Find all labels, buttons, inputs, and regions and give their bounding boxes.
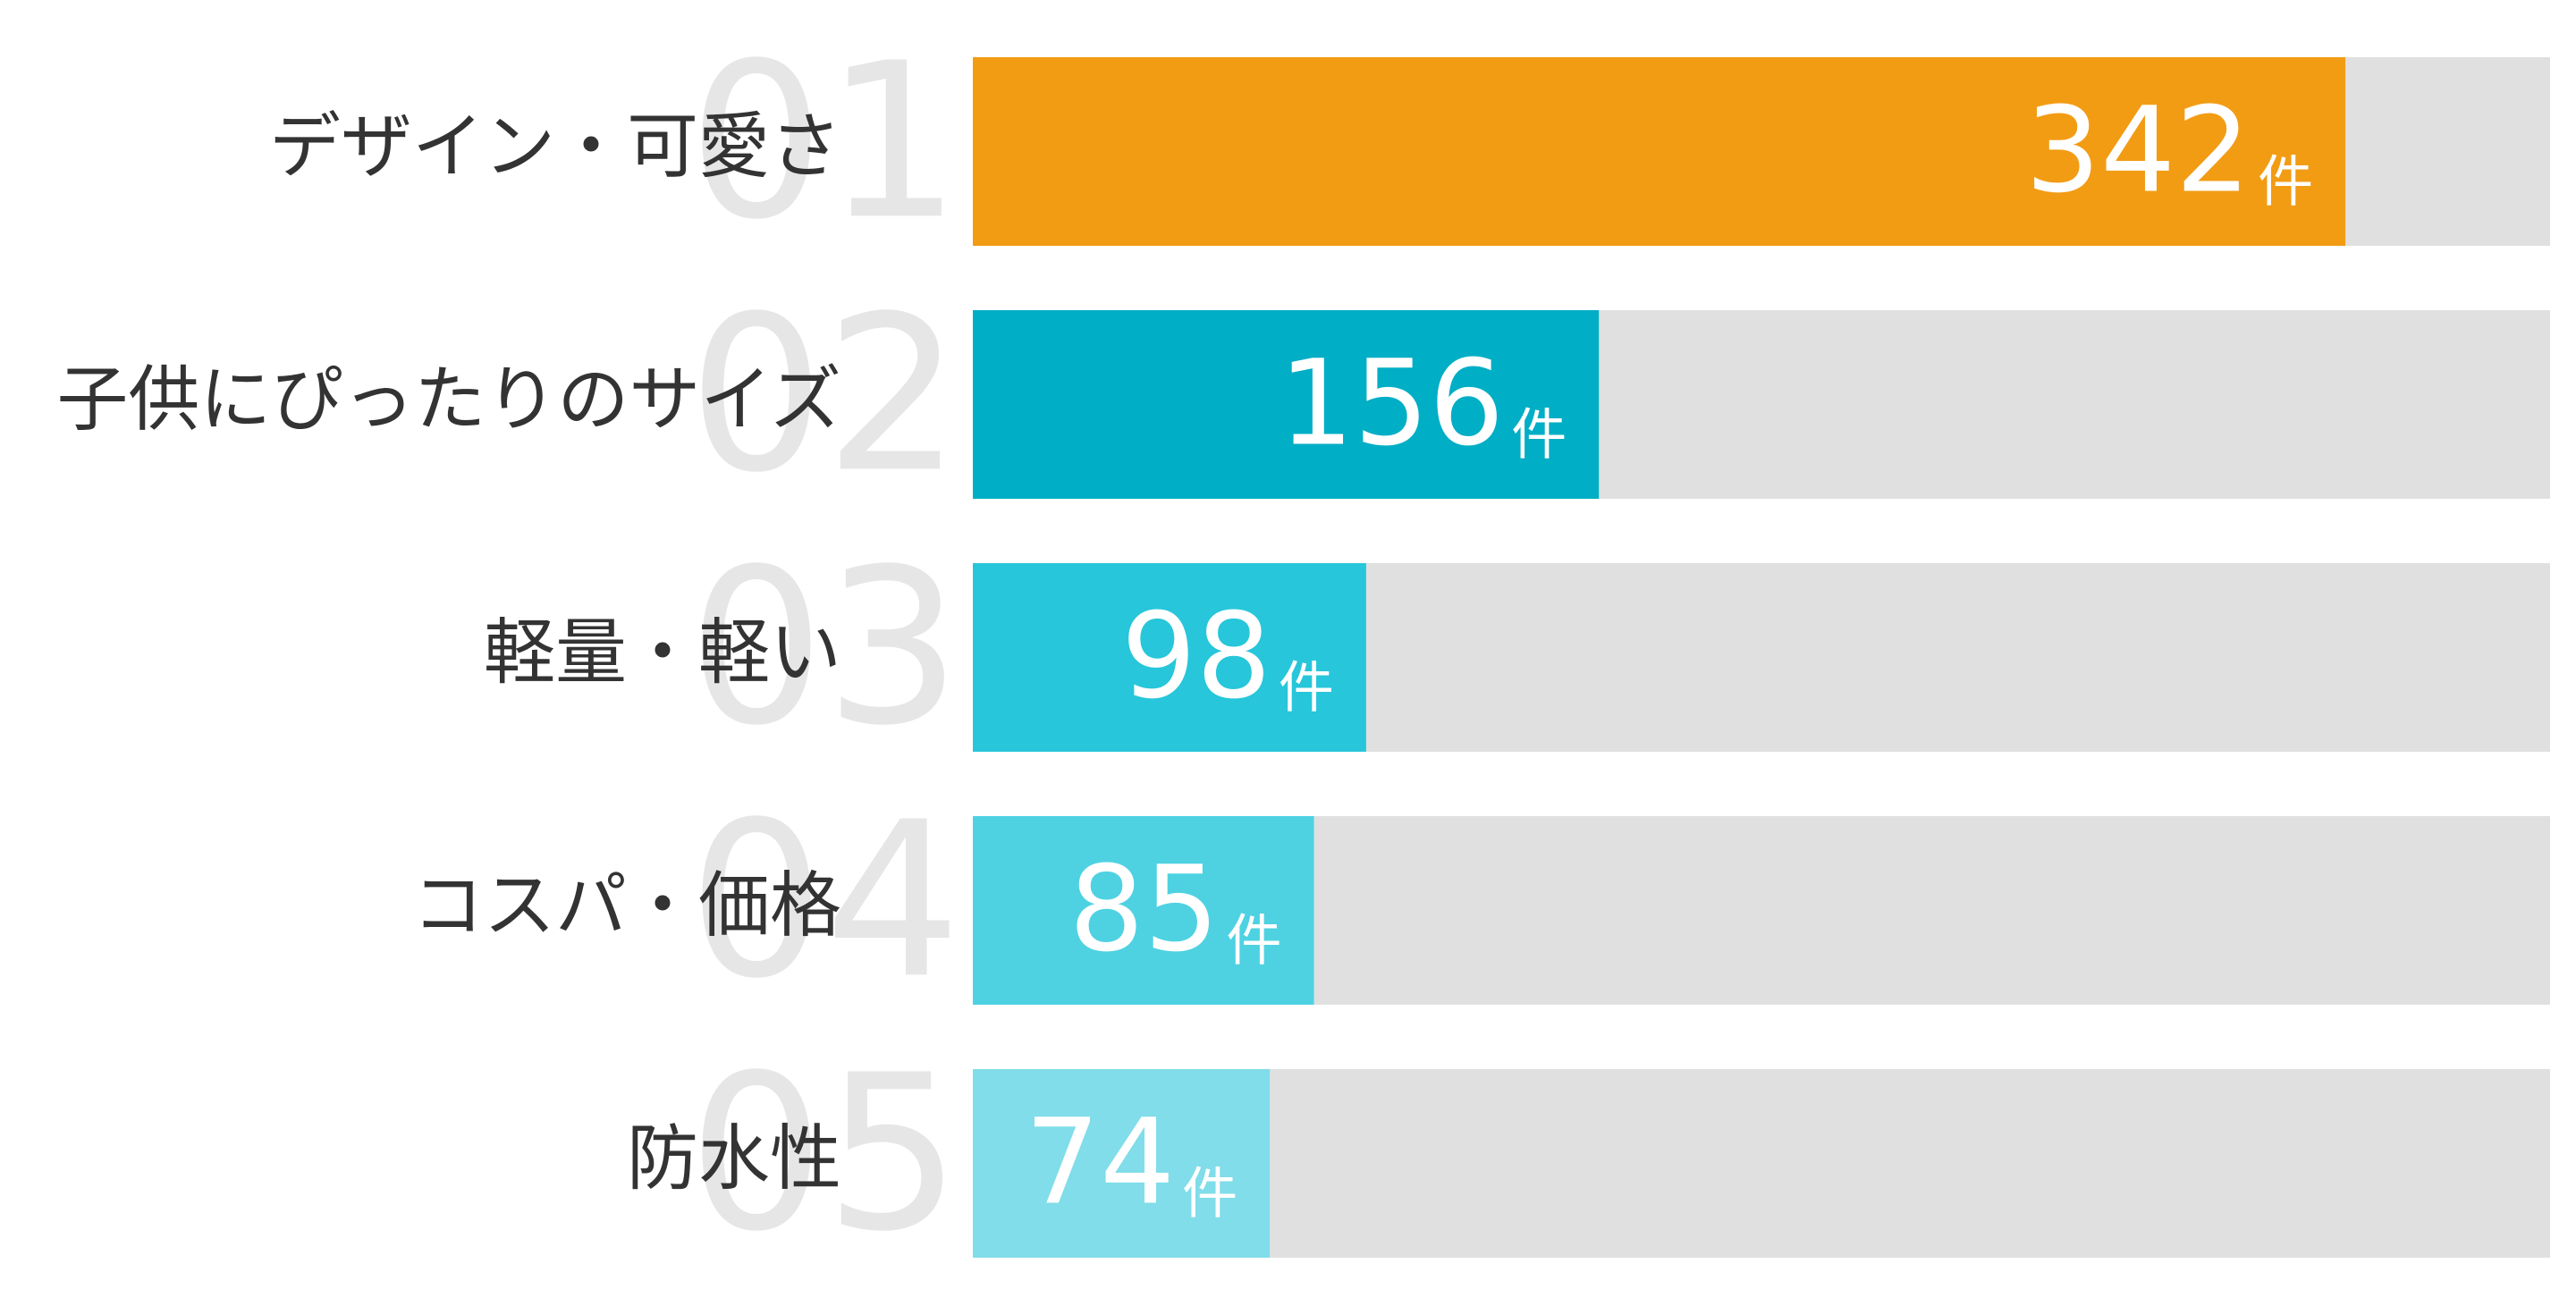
value-label: 98 件 xyxy=(1121,588,1334,726)
value-label: 85 件 xyxy=(1069,841,1282,979)
value-unit: 件 xyxy=(2258,149,2313,215)
category-label: デザイン・可愛さ xyxy=(269,105,841,188)
rank-number: 04 xyxy=(688,775,961,1025)
bar xyxy=(973,57,2346,246)
value-unit: 件 xyxy=(1182,1161,1237,1226)
value-unit: 件 xyxy=(1279,655,1334,720)
value-number: 342 xyxy=(2025,82,2251,220)
value-number: 74 xyxy=(1025,1094,1175,1232)
rank-number: 05 xyxy=(688,1028,961,1278)
category-label: 軽量・軽い xyxy=(484,611,841,694)
value-label: 156 件 xyxy=(1279,335,1567,473)
rank-number: 01 xyxy=(688,16,961,266)
value-number: 98 xyxy=(1121,588,1271,726)
value-unit: 件 xyxy=(1511,402,1567,467)
category-label: コスパ・価格 xyxy=(412,863,841,947)
value-unit: 件 xyxy=(1227,908,1282,973)
value-number: 156 xyxy=(1279,335,1504,473)
bar xyxy=(973,563,1366,752)
bar xyxy=(973,1069,1271,1258)
value-label: 342 件 xyxy=(2025,82,2313,220)
bar xyxy=(973,816,1314,1005)
rank-number: 03 xyxy=(688,522,961,772)
category-label: 子供にぴったりのサイズ xyxy=(56,358,841,441)
value-label: 74 件 xyxy=(1025,1094,1237,1232)
category-label: 防水性 xyxy=(627,1116,841,1200)
rank-number: 02 xyxy=(688,269,961,519)
bar xyxy=(973,310,1600,499)
value-number: 85 xyxy=(1069,841,1220,979)
